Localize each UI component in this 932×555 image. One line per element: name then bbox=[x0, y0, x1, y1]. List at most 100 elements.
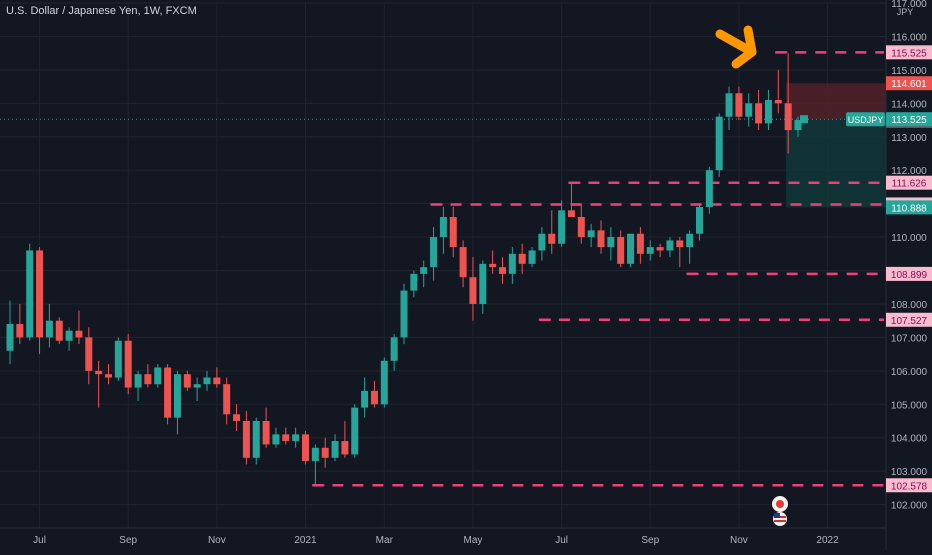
candle-body bbox=[302, 434, 309, 462]
candle-body bbox=[213, 377, 221, 385]
position-zones bbox=[786, 83, 886, 208]
candle-body bbox=[676, 240, 684, 248]
event-markers bbox=[772, 496, 788, 526]
time-tick-label: Sep bbox=[641, 535, 659, 546]
current-price-badge: 113.525 bbox=[891, 115, 927, 126]
candle-body bbox=[567, 210, 575, 218]
candle-body bbox=[538, 233, 546, 251]
candle-body bbox=[45, 320, 53, 338]
price-tick-label: 113.000 bbox=[891, 133, 927, 144]
candle-body bbox=[233, 414, 241, 421]
candle-body bbox=[114, 340, 122, 378]
candle-body bbox=[725, 93, 733, 117]
candle-body bbox=[617, 237, 625, 264]
us-flag-stripe bbox=[774, 520, 786, 522]
level-price-badge: 102.578 bbox=[891, 481, 928, 492]
candle-body bbox=[292, 434, 300, 442]
candle-body bbox=[36, 250, 44, 338]
candle-body bbox=[597, 230, 605, 248]
candle-body bbox=[370, 390, 378, 405]
candle-body bbox=[587, 230, 595, 238]
candle-body bbox=[282, 434, 290, 442]
candle-body bbox=[489, 263, 497, 268]
candle-body bbox=[95, 370, 103, 375]
price-tick-label: 117.000 bbox=[891, 0, 927, 10]
candles bbox=[6, 53, 802, 485]
current-price-line bbox=[0, 115, 886, 124]
candle-body bbox=[430, 237, 438, 268]
candle-body bbox=[390, 337, 398, 361]
candle-body bbox=[193, 384, 201, 388]
price-tick-label: 104.000 bbox=[891, 434, 928, 445]
candle-body bbox=[173, 374, 181, 418]
candle-body bbox=[705, 170, 713, 207]
target-price-badge-bg bbox=[886, 200, 932, 215]
candle-body bbox=[774, 99, 782, 104]
time-tick-label: 2022 bbox=[816, 535, 839, 546]
candle-body bbox=[75, 330, 83, 338]
candle-body bbox=[439, 217, 447, 238]
candle-body bbox=[105, 374, 112, 378]
candle-body bbox=[607, 237, 615, 248]
price-tick-label: 112.000 bbox=[891, 166, 927, 177]
current-price-badge-bg bbox=[886, 112, 932, 127]
candle-body bbox=[499, 267, 506, 274]
level-price-badge: 107.527 bbox=[891, 316, 928, 327]
candle-body bbox=[400, 290, 408, 338]
time-tick-label: Sep bbox=[119, 535, 137, 546]
event-marker-dot bbox=[776, 500, 784, 508]
price-tick-label: 115.000 bbox=[891, 66, 927, 77]
arrow-annotation bbox=[715, 25, 757, 69]
price-tick-label: 116.000 bbox=[891, 32, 927, 43]
level-price-badge: 111.626 bbox=[892, 179, 927, 190]
time-tick-label: May bbox=[463, 535, 482, 546]
price-tick-label: 110.000 bbox=[891, 233, 927, 244]
time-tick-label: Jul bbox=[555, 535, 568, 546]
candle-body bbox=[351, 407, 359, 455]
price-tick-label: 102.000 bbox=[891, 501, 928, 512]
candle-body bbox=[577, 217, 585, 238]
price-tick-label: 103.000 bbox=[891, 467, 928, 478]
candle-body bbox=[183, 374, 191, 388]
candle-body bbox=[311, 447, 319, 462]
level-price-badge-bg bbox=[886, 266, 932, 281]
candle-body bbox=[65, 330, 73, 341]
price-axis: 102.000 103.000 104.000 105.000 106.000 107.0… bbox=[891, 0, 928, 512]
candle-body bbox=[449, 217, 457, 248]
time-tick-label: Nov bbox=[730, 535, 748, 546]
time-tick-label: Nov bbox=[208, 535, 226, 546]
candle-body bbox=[715, 116, 723, 171]
target-price-badge: 110.888 bbox=[891, 203, 927, 214]
level-price-badge-bg bbox=[886, 45, 932, 60]
time-axis: Jul Sep Nov 2021 Mar May Jul Sep Nov 2022 bbox=[33, 535, 839, 546]
candle-body bbox=[85, 337, 93, 371]
price-tick-label: 106.000 bbox=[891, 367, 928, 378]
level-price-badge: 115.525 bbox=[891, 48, 927, 59]
arrow-icon bbox=[715, 25, 757, 69]
position-entry-marker bbox=[800, 115, 808, 124]
candle-body bbox=[469, 277, 477, 304]
candle-body bbox=[636, 233, 644, 254]
candle-body bbox=[420, 267, 428, 274]
candle-body bbox=[627, 233, 635, 264]
candle-body bbox=[164, 367, 172, 418]
level-price-badge-bg bbox=[886, 175, 932, 190]
time-tick-label: 2021 bbox=[294, 535, 317, 546]
candle-body bbox=[144, 374, 152, 385]
currency-label: JPY bbox=[897, 7, 914, 17]
candle-body bbox=[361, 390, 369, 408]
candle-body bbox=[134, 374, 142, 388]
symbol-tag: USDJPY bbox=[848, 115, 884, 125]
level-lines bbox=[312, 51, 884, 487]
candle-body bbox=[755, 103, 763, 124]
candle-body bbox=[745, 103, 753, 117]
candle-body bbox=[784, 103, 792, 131]
candle-body bbox=[656, 247, 664, 251]
candle-body bbox=[242, 420, 250, 458]
stop-price-badge: 114.601 bbox=[891, 79, 927, 90]
candle-body bbox=[548, 233, 556, 244]
price-tick-label: 105.000 bbox=[891, 400, 928, 411]
level-price-badge: 108.899 bbox=[891, 270, 928, 281]
time-tick-label: Mar bbox=[376, 535, 394, 546]
